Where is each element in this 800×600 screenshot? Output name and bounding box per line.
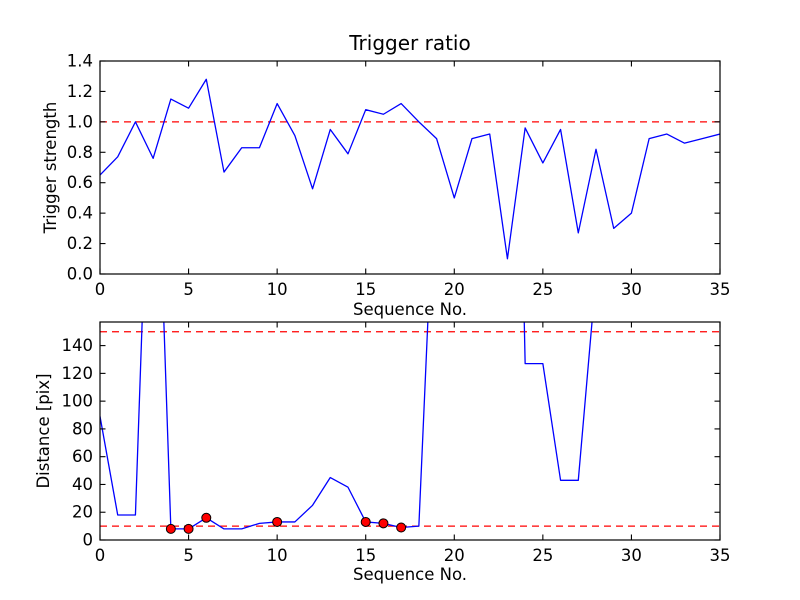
y-tick-label: 1.4 <box>67 52 93 71</box>
x-tick-label: 0 <box>95 546 106 565</box>
y-tick-label: 100 <box>62 392 94 411</box>
x-tick-label: 35 <box>710 280 731 299</box>
axes-frame <box>99 60 721 275</box>
x-tick-label: 20 <box>444 546 465 565</box>
plot-area <box>100 78 720 260</box>
marker-point <box>201 512 212 523</box>
bottom-xaxis-label: Sequence No. <box>353 565 467 584</box>
y-tick-label: 0.0 <box>67 265 93 284</box>
marker-point <box>183 523 194 534</box>
trigger-ratio-subplot: 0 5 10 15 20 25 30 35 0.0 0.2 0.4 0.6 0.8 1.0 1.2 1.4 <box>67 52 731 300</box>
x-tick-label: 15 <box>355 546 376 565</box>
x-tick-label: 30 <box>621 546 642 565</box>
x-tick-label: 30 <box>621 280 642 299</box>
x-tick-label: 20 <box>444 280 465 299</box>
y-tick-label: 1.2 <box>67 82 93 101</box>
y-tick-label: 120 <box>62 364 94 383</box>
marker-point <box>378 518 389 529</box>
series-line <box>100 78 720 260</box>
x-tick-label: 10 <box>267 546 288 565</box>
marker-point <box>272 516 283 527</box>
top-xaxis-label: Sequence No. <box>353 300 467 319</box>
marker-point <box>360 516 371 527</box>
x-tick-label: 10 <box>267 280 288 299</box>
x-tick-label: 35 <box>710 546 731 565</box>
axes-frame <box>99 321 721 541</box>
y-tick-label: 20 <box>72 503 93 522</box>
y-tick-label: 0.2 <box>67 234 93 253</box>
x-tick-label: 25 <box>532 546 553 565</box>
x-tick-label: 5 <box>183 280 194 299</box>
y-tick-label: 80 <box>72 419 93 438</box>
bottom-yaxis-label: Distance [pix] <box>34 373 53 488</box>
marker-point <box>165 523 176 534</box>
top-yaxis-label: Trigger strength <box>41 102 60 235</box>
x-tick-label: 15 <box>355 280 376 299</box>
y-tick-label: 140 <box>62 336 94 355</box>
x-tick-label: 5 <box>183 546 194 565</box>
y-tick-label: 0.4 <box>67 204 93 223</box>
chart-title: Trigger ratio <box>348 31 470 55</box>
series-line <box>100 322 593 530</box>
y-tick-label: 0 <box>83 531 94 550</box>
y-tick-label: 60 <box>72 447 93 466</box>
marker-point <box>396 522 407 533</box>
y-tick-label: 1.0 <box>67 112 93 131</box>
distance-subplot: 0 5 10 15 20 25 30 35 0 20 40 60 80 100 120 140 <box>62 321 731 565</box>
plot-area <box>100 322 720 534</box>
x-tick-label: 0 <box>95 280 106 299</box>
y-tick-label: 0.8 <box>67 143 93 162</box>
x-tick-label: 25 <box>532 280 553 299</box>
y-tick-label: 0.6 <box>67 173 93 192</box>
y-tick-label: 40 <box>72 475 93 494</box>
